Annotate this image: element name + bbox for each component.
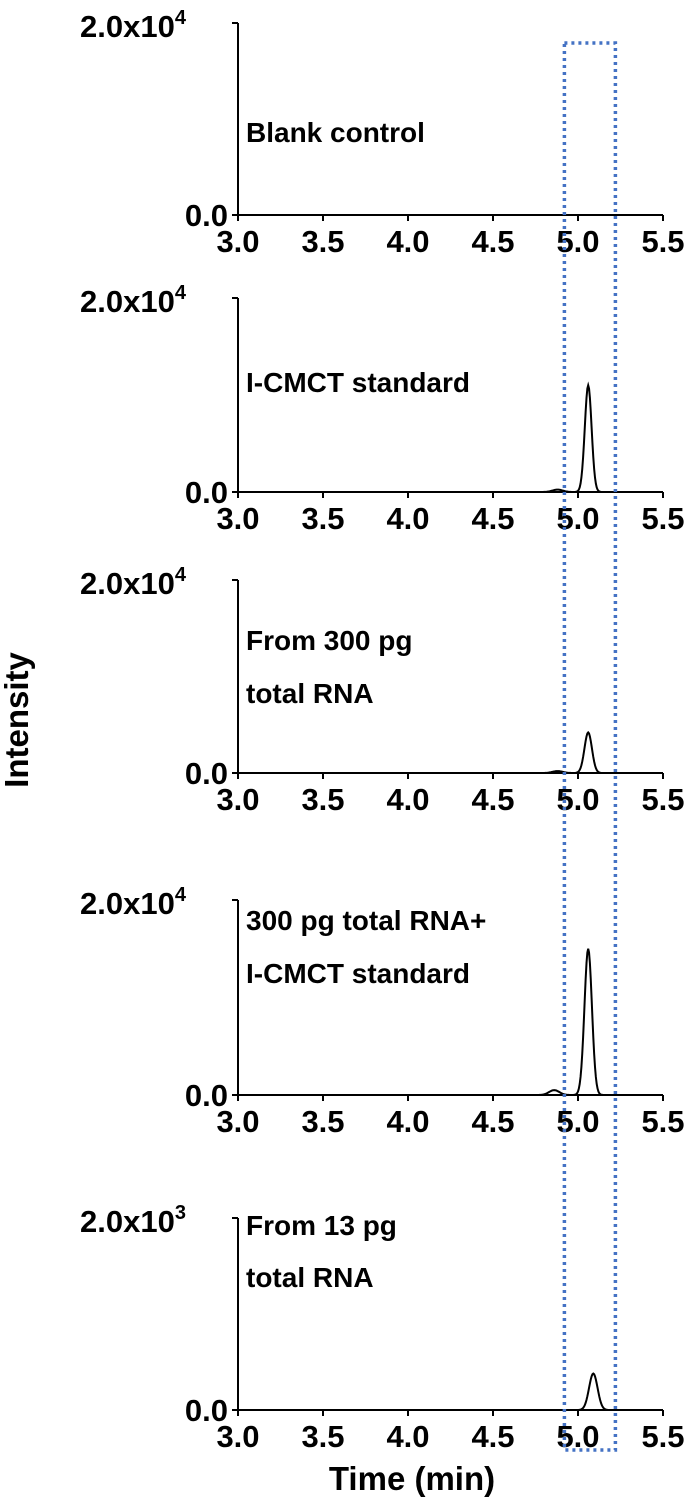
panel-label: I-CMCT standard [246, 958, 470, 989]
trace-line [238, 381, 663, 493]
y-tick-top-exponent: 3 [175, 1202, 186, 1224]
x-tick-label: 4.5 [471, 224, 514, 259]
x-tick-label: 4.0 [386, 501, 429, 536]
highlight-layer [562, 41, 618, 1452]
y-tick-top-mantissa: 2.0x10 [80, 284, 175, 319]
x-tick-label: 5.5 [641, 501, 684, 536]
y-axis-title: Intensity [0, 652, 35, 788]
y-tick-top-mantissa: 2.0x10 [80, 886, 175, 921]
x-tick-label: 3.0 [216, 782, 259, 817]
x-tick-label: 3.0 [216, 501, 259, 536]
x-tick-label: 3.5 [301, 501, 344, 536]
y-tick-top-label: 2.0x104 [80, 282, 187, 319]
highlight-box [562, 41, 618, 1452]
x-tick-label: 3.5 [301, 224, 344, 259]
x-tick-label: 3.5 [301, 1104, 344, 1139]
panel-label: From 13 pg [246, 1210, 397, 1241]
panel-label: Blank control [246, 117, 425, 148]
x-axis-title: Time (min) [329, 1460, 495, 1497]
trace-line [238, 1372, 663, 1411]
trace-line [238, 730, 663, 774]
x-tick-label: 4.0 [386, 1419, 429, 1454]
y-tick-bottom-label: 0.0 [185, 1393, 228, 1428]
y-tick-bottom-label: 0.0 [185, 1078, 228, 1113]
x-tick-label: 3.5 [301, 782, 344, 817]
y-tick-top-exponent: 4 [175, 884, 187, 906]
y-tick-top-label: 2.0x104 [80, 7, 187, 44]
y-tick-bottom-label: 0.0 [185, 198, 228, 233]
panel-label: 300 pg total RNA+ [246, 905, 486, 936]
x-tick-label: 3.0 [216, 1104, 259, 1139]
x-tick-label: 5.5 [641, 1419, 684, 1454]
x-tick-label: 3.0 [216, 224, 259, 259]
x-tick-label: 4.0 [386, 1104, 429, 1139]
x-tick-label: 4.5 [471, 1419, 514, 1454]
x-tick-label: 5.5 [641, 782, 684, 817]
x-tick-label: 4.5 [471, 501, 514, 536]
x-tick-label: 5.5 [641, 224, 684, 259]
y-tick-bottom-label: 0.0 [185, 756, 228, 791]
trace-line [238, 948, 663, 1096]
x-tick-label: 3.0 [216, 1419, 259, 1454]
panel-label: I-CMCT standard [246, 367, 470, 398]
x-tick-label: 4.5 [471, 1104, 514, 1139]
x-tick-label: 4.0 [386, 224, 429, 259]
y-tick-top-mantissa: 2.0x10 [80, 9, 175, 44]
panel-label: From 300 pg [246, 625, 412, 656]
x-tick-label: 4.5 [471, 782, 514, 817]
y-tick-top-label: 2.0x104 [80, 564, 187, 601]
x-tick-label: 4.0 [386, 782, 429, 817]
y-tick-top-mantissa: 2.0x10 [80, 566, 175, 601]
x-tick-label: 3.5 [301, 1419, 344, 1454]
x-tick-label: 5.5 [641, 1104, 684, 1139]
y-tick-top-label: 2.0x104 [80, 884, 187, 921]
y-tick-top-exponent: 4 [175, 564, 187, 586]
y-tick-top-label: 2.0x103 [80, 1202, 186, 1239]
panel-label: total RNA [246, 678, 374, 709]
y-tick-bottom-label: 0.0 [185, 475, 228, 510]
y-tick-top-exponent: 4 [175, 282, 187, 304]
y-tick-top-mantissa: 2.0x10 [80, 1204, 175, 1239]
y-tick-top-exponent: 4 [175, 7, 187, 29]
panel-label: total RNA [246, 1262, 374, 1293]
